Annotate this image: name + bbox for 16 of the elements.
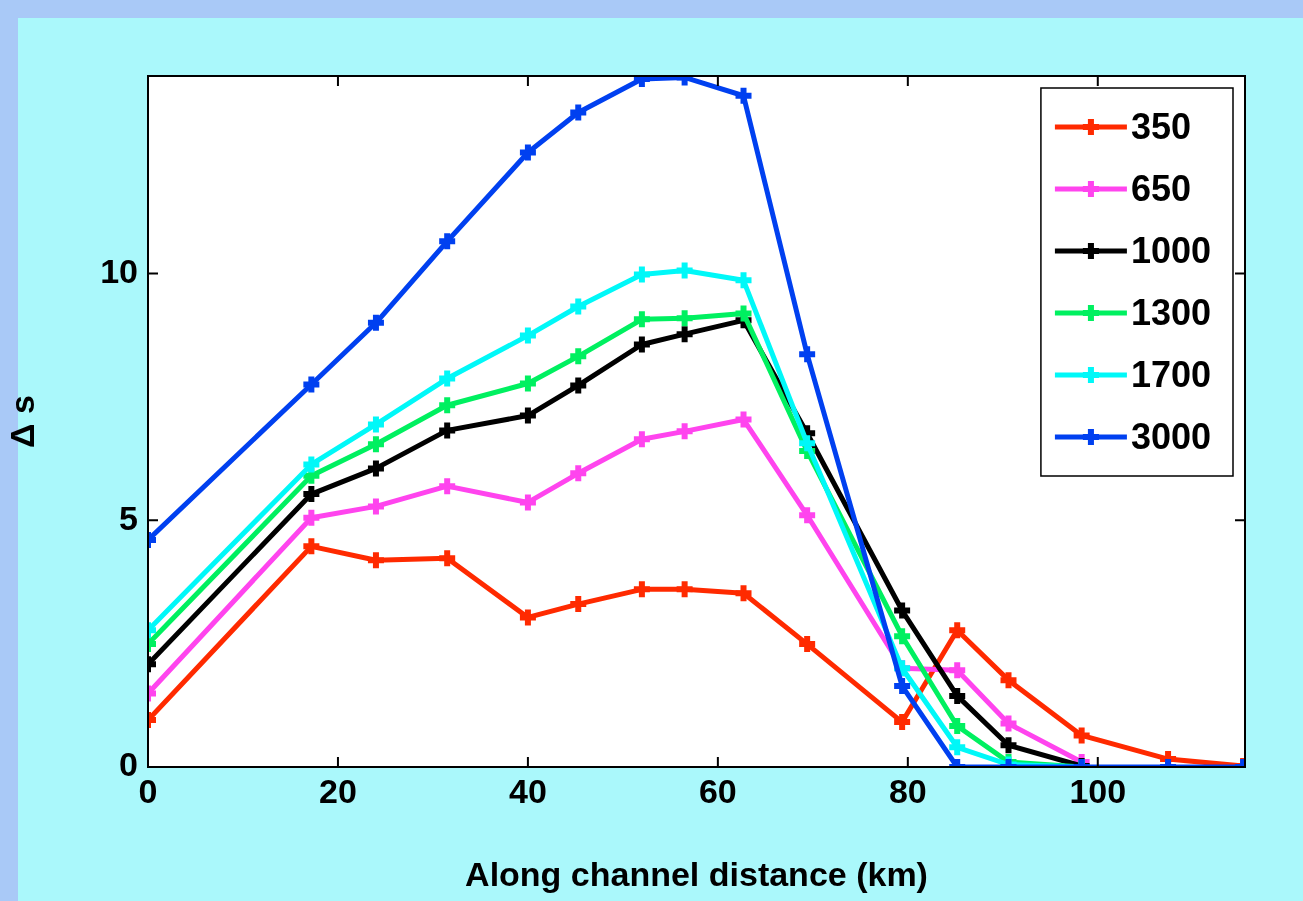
- x-tick-label: 40: [509, 771, 547, 810]
- x-tick-label: 60: [698, 771, 737, 810]
- x-tick-label: 80: [888, 771, 927, 810]
- legend-label: 1000: [1130, 229, 1212, 271]
- x-axis-title: Along channel distance (km): [465, 854, 928, 893]
- legend-label: 350: [1130, 105, 1191, 147]
- x-tick-label: 100: [1069, 771, 1127, 810]
- y-tick-label: 0: [119, 745, 138, 784]
- y-axis-title: Δ s: [2, 395, 41, 448]
- legend-label: 1700: [1130, 353, 1212, 395]
- legend-label: 650: [1130, 167, 1191, 209]
- y-tick-label: 5: [119, 498, 138, 537]
- x-tick-label: 20: [319, 771, 357, 810]
- legend-label: 1300: [1130, 291, 1212, 333]
- legend-label: 3000: [1130, 415, 1212, 457]
- y-tick-label: 10: [100, 251, 138, 290]
